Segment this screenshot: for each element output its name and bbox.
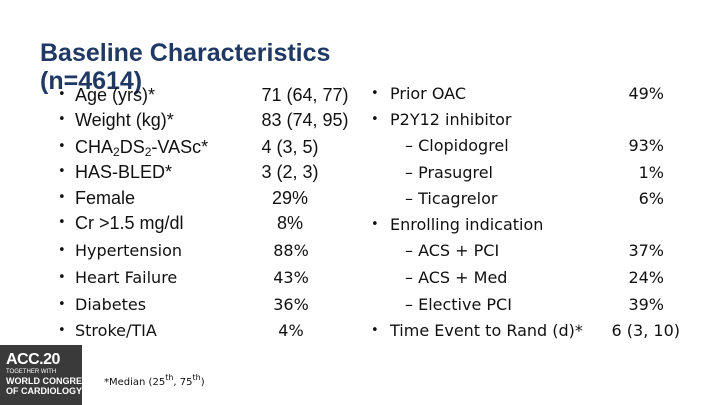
left-value: 83 (74, 95)	[261, 110, 349, 130]
right-label: P2Y12 inhibitor	[390, 110, 512, 129]
bullet-icon: •	[371, 323, 379, 338]
bullet-icon: •	[371, 217, 379, 232]
left-value: 88%	[273, 241, 309, 260]
left-label: Cr >1.5 mg/dl	[75, 213, 184, 233]
right-value: 39%	[628, 295, 664, 314]
left-value: 43%	[273, 268, 309, 287]
left-label: Female	[75, 188, 136, 208]
right-label: Prior OAC	[390, 84, 466, 103]
right-value: 6%	[638, 189, 664, 208]
right-sublabel: – Ticagrelor	[405, 189, 498, 208]
bullet-icon: •	[58, 190, 66, 205]
slide-title: Baseline Characteristics (n=4614)	[40, 38, 330, 96]
left-value: 71 (64, 77)	[261, 85, 349, 105]
left-label: Heart Failure	[75, 268, 178, 287]
bullet-icon: •	[58, 243, 66, 258]
right-value: 1%	[638, 163, 664, 182]
right-sublabel: – ACS + PCI	[405, 241, 500, 260]
left-value: 4 (3, 5)	[261, 137, 319, 157]
conference-logo: ACC.20 TOGETHER WITH WORLD CONGRESS OF C…	[6, 351, 95, 397]
bullet-icon: •	[58, 164, 66, 179]
right-sublabel: – ACS + Med	[405, 268, 508, 287]
left-value: 36%	[273, 295, 309, 314]
bullet-icon: •	[371, 86, 379, 101]
left-label: Diabetes	[75, 295, 147, 314]
right-sublabel: – Elective PCI	[405, 295, 512, 314]
bullet-icon: •	[371, 112, 379, 127]
bullet-icon: •	[58, 323, 66, 338]
left-label: HAS-BLED*	[75, 162, 173, 182]
left-label: Hypertension	[75, 241, 183, 260]
left-value: 8%	[276, 213, 303, 233]
right-label: Time Event to Rand (d)*	[390, 321, 583, 340]
left-value: 3 (2, 3)	[261, 162, 319, 182]
title-line-2: (n=4614)	[40, 67, 143, 95]
right-value: 6 (3, 10)	[611, 321, 680, 340]
title-line-1: Baseline Characteristics	[40, 39, 331, 67]
left-value: 29%	[271, 188, 309, 208]
left-label: Age (yrs)*	[75, 85, 156, 105]
bullet-icon: •	[58, 112, 66, 127]
right-value: 37%	[628, 241, 664, 260]
bullet-icon: •	[58, 270, 66, 285]
left-label: CHA2DS2-VASc*	[75, 137, 209, 159]
right-sublabel: – Prasugrel	[405, 163, 493, 182]
right-value: 93%	[628, 136, 664, 155]
left-value: 4%	[278, 321, 304, 340]
bullet-icon: •	[58, 87, 66, 102]
bullet-icon: •	[58, 139, 66, 154]
bullet-icon: •	[58, 297, 66, 312]
right-label: Enrolling indication	[390, 215, 544, 234]
left-label: Weight (kg)*	[75, 110, 174, 130]
right-value: 24%	[628, 268, 664, 287]
right-value: 49%	[628, 84, 664, 103]
right-sublabel: – Clopidogrel	[405, 136, 509, 155]
conference-logo-block	[0, 345, 82, 405]
footnote: *Median (25th, 75th)	[104, 373, 205, 389]
left-label: Stroke/TIA	[75, 321, 157, 340]
bullet-icon: •	[58, 215, 66, 230]
